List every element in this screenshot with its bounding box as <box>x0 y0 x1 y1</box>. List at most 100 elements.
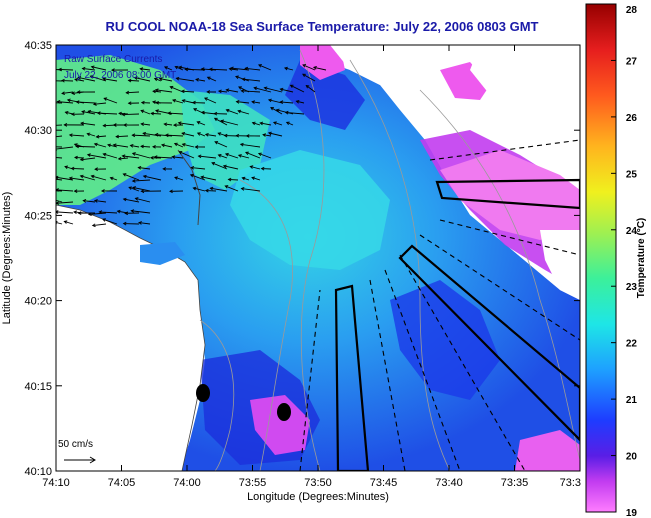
current-vector-head <box>152 145 156 149</box>
current-vector-head <box>245 151 249 155</box>
current-vector-head <box>237 109 242 114</box>
current-vector-head <box>53 101 56 104</box>
current-vector-head <box>206 76 211 80</box>
warm-water-patch <box>56 55 215 205</box>
current-vector <box>214 117 228 126</box>
current-vector-head <box>178 65 183 70</box>
current-vector <box>245 151 261 159</box>
current-vector-head <box>155 109 159 113</box>
current-vector-head <box>194 145 199 149</box>
current-vector <box>230 67 250 71</box>
current-vector-head <box>227 177 232 182</box>
current-vector <box>87 133 96 137</box>
current-vector <box>264 87 283 93</box>
warm-water-patch-2 <box>180 90 270 190</box>
colorbar-tick-label: 23 <box>626 282 638 293</box>
current-vector-head <box>196 132 201 136</box>
current-vector-head <box>107 143 112 148</box>
current-vector-head <box>181 99 186 103</box>
current-vector-head <box>81 110 86 114</box>
current-vector-head <box>116 209 121 214</box>
current-vector-head <box>224 185 229 189</box>
current-vector <box>242 78 261 82</box>
colorbar-tick-label: 25 <box>626 169 638 180</box>
current-vector <box>155 89 173 93</box>
current-vector <box>172 99 184 104</box>
current-vector-head <box>200 175 205 180</box>
current-vector <box>138 167 151 170</box>
current-vector-head <box>244 66 249 71</box>
current-vector <box>140 145 151 148</box>
magenta-patch-ne-light <box>440 150 580 240</box>
current-vector <box>80 157 96 161</box>
current-vector <box>56 176 74 181</box>
current-vector-head <box>56 210 59 214</box>
magenta-patch-se <box>250 395 310 455</box>
current-vector <box>61 91 74 94</box>
current-vector-head <box>91 223 96 228</box>
current-vector <box>221 120 239 126</box>
current-vector <box>56 157 63 159</box>
current-vector-head <box>73 143 78 147</box>
current-vector-head <box>68 176 73 181</box>
current-vector <box>262 134 272 137</box>
current-vector <box>74 156 85 159</box>
current-vector-head <box>90 65 95 70</box>
current-vector-head <box>149 155 154 160</box>
current-vector-head <box>89 75 94 79</box>
current-vector-head <box>92 102 97 106</box>
current-vector-head <box>235 100 240 104</box>
current-vector <box>90 75 107 82</box>
current-vector <box>161 144 173 148</box>
current-vector <box>201 176 217 181</box>
current-vector <box>251 101 261 104</box>
current-vector-head <box>70 112 75 117</box>
current-vector <box>176 77 195 82</box>
current-vector-head <box>169 189 173 194</box>
current-vector-head <box>225 108 230 113</box>
current-vector <box>268 132 283 137</box>
current-vector-head <box>86 153 91 157</box>
current-vector <box>122 113 140 116</box>
x-tick-label: 74:05 <box>108 477 136 489</box>
current-vector <box>218 154 228 159</box>
temperature-colorbar <box>585 3 617 513</box>
plot-area: 50 cm/s Raw Surface Currents July 22, 20… <box>53 45 580 471</box>
current-vector-head <box>193 108 197 112</box>
current-vector-head <box>115 134 120 139</box>
current-vector-head <box>305 84 310 89</box>
current-vector <box>143 132 162 137</box>
current-vector <box>201 111 217 115</box>
current-vector-head <box>68 133 73 137</box>
current-vector <box>170 86 184 93</box>
current-vector <box>290 84 305 93</box>
current-vector <box>132 152 151 159</box>
current-vector <box>258 153 272 159</box>
island-patch <box>140 242 185 265</box>
current-vector <box>154 78 162 82</box>
y-tick-label: 40:25 <box>24 210 52 222</box>
current-vector <box>164 123 173 126</box>
current-vector-head <box>217 154 222 158</box>
current-vector-head <box>208 67 213 72</box>
current-vector-head <box>82 199 87 203</box>
coastline-land <box>56 204 206 471</box>
x-tick-label: 74:10 <box>42 477 70 489</box>
colorbar-tick-label: 21 <box>626 395 638 406</box>
current-vector <box>78 77 96 82</box>
current-vector <box>172 156 184 159</box>
current-vector <box>91 175 107 181</box>
current-vector <box>228 178 239 181</box>
current-vector <box>69 177 85 181</box>
current-vector-head <box>235 75 239 79</box>
current-vector-head <box>289 84 294 89</box>
current-vector <box>193 187 206 192</box>
current-vector <box>118 157 129 160</box>
current-vector-head <box>204 188 209 193</box>
current-vector <box>58 69 74 71</box>
current-vector-head <box>163 122 168 127</box>
current-vector-head <box>94 167 98 171</box>
current-vector <box>210 187 228 192</box>
current-vector-head <box>122 197 127 202</box>
current-vector <box>280 88 294 93</box>
